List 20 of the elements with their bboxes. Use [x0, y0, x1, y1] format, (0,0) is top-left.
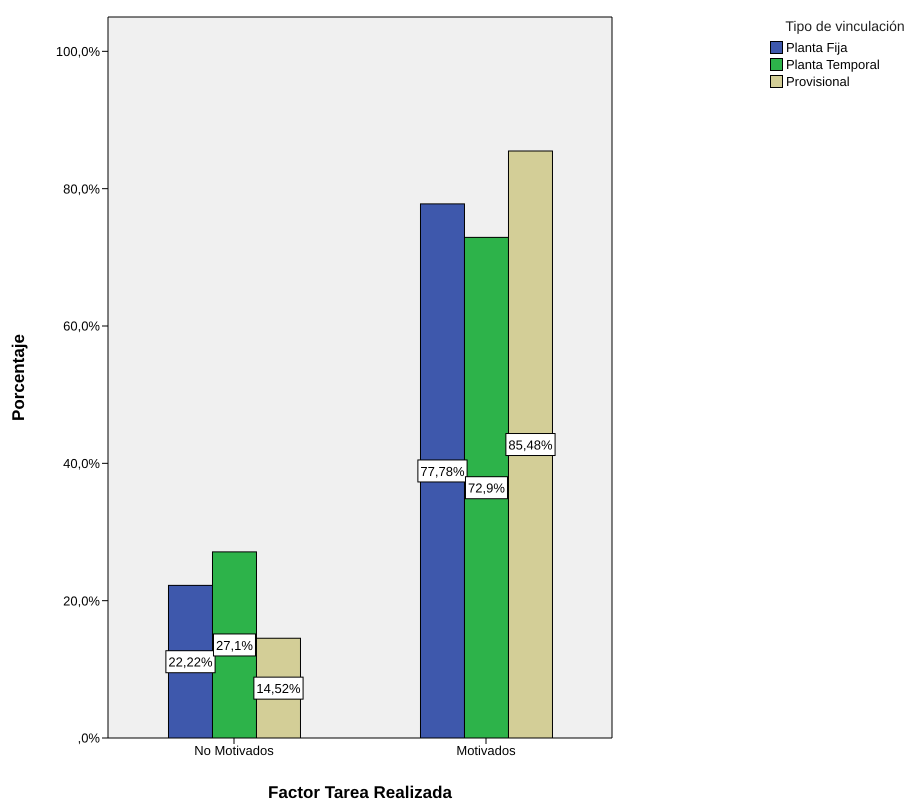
legend-label: Planta Temporal — [786, 57, 880, 72]
data-label: 27,1% — [216, 638, 254, 653]
legend-label: Planta Fija — [786, 40, 848, 55]
data-label: 72,9% — [468, 480, 506, 496]
x-tick-label: No Motivados — [194, 743, 274, 758]
data-label: 77,78% — [420, 464, 465, 479]
y-axis-title: Porcentaje — [9, 334, 28, 421]
x-tick-label: Motivados — [456, 743, 516, 758]
data-label: 14,52% — [256, 681, 301, 696]
x-axis-title: Factor Tarea Realizada — [268, 783, 453, 802]
y-tick-label: ,0% — [78, 730, 100, 746]
legend-label: Provisional — [786, 74, 850, 89]
data-label: 85,48% — [508, 438, 553, 453]
y-tick-label: 100,0% — [56, 44, 100, 59]
y-tick-label: 80,0% — [63, 181, 100, 196]
legend-title: Tipo de vinculación — [784, 18, 906, 34]
y-tick-label: 60,0% — [63, 318, 100, 334]
y-tick-label: 40,0% — [63, 456, 100, 471]
data-label: 22,22% — [168, 654, 213, 670]
y-tick-label: 20,0% — [63, 593, 100, 608]
